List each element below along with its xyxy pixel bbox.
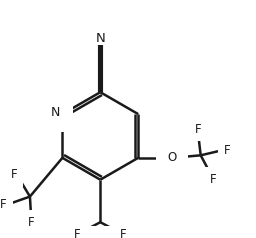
Text: N: N [95, 32, 105, 45]
Text: F: F [28, 216, 35, 229]
Text: N: N [51, 106, 60, 119]
Text: F: F [210, 173, 217, 186]
Text: F: F [120, 228, 127, 238]
Text: F: F [224, 144, 230, 157]
Text: F: F [74, 228, 80, 238]
Text: F: F [0, 198, 7, 211]
Text: F: F [195, 123, 201, 136]
Text: O: O [167, 151, 177, 164]
Text: F: F [11, 168, 17, 181]
